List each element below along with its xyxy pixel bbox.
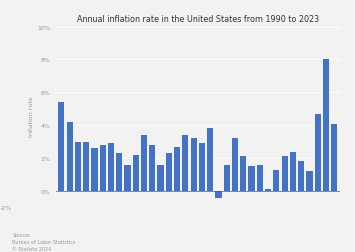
- Bar: [323, 60, 329, 191]
- Bar: [215, 191, 222, 198]
- Text: Source:
Bureau of Labor Statistics
© Statista 2024: Source: Bureau of Labor Statistics © Sta…: [12, 232, 76, 251]
- Bar: [257, 165, 263, 191]
- Bar: [265, 190, 271, 191]
- Bar: [232, 139, 238, 191]
- Bar: [66, 122, 73, 191]
- Title: Annual inflation rate in the United States from 1990 to 2023: Annual inflation rate in the United Stat…: [77, 15, 319, 24]
- Bar: [248, 167, 255, 191]
- Bar: [331, 124, 337, 191]
- Bar: [75, 142, 81, 191]
- Bar: [100, 145, 106, 191]
- Bar: [273, 170, 279, 191]
- Bar: [290, 152, 296, 191]
- Bar: [298, 162, 304, 191]
- Bar: [133, 155, 139, 191]
- Bar: [315, 114, 321, 191]
- Y-axis label: Inflation rate: Inflation rate: [29, 96, 34, 136]
- Bar: [116, 153, 122, 191]
- Bar: [158, 165, 164, 191]
- Bar: [108, 144, 114, 191]
- Bar: [240, 157, 246, 191]
- Bar: [207, 129, 213, 191]
- Bar: [141, 136, 147, 191]
- Bar: [191, 139, 197, 191]
- Bar: [306, 172, 312, 191]
- Bar: [83, 142, 89, 191]
- Bar: [91, 149, 98, 191]
- Bar: [124, 165, 131, 191]
- Bar: [58, 103, 65, 191]
- Bar: [199, 144, 205, 191]
- Bar: [174, 147, 180, 191]
- Bar: [282, 157, 288, 191]
- Bar: [149, 145, 155, 191]
- Bar: [166, 153, 172, 191]
- Text: -2%: -2%: [0, 205, 12, 210]
- Bar: [224, 165, 230, 191]
- Bar: [182, 136, 189, 191]
